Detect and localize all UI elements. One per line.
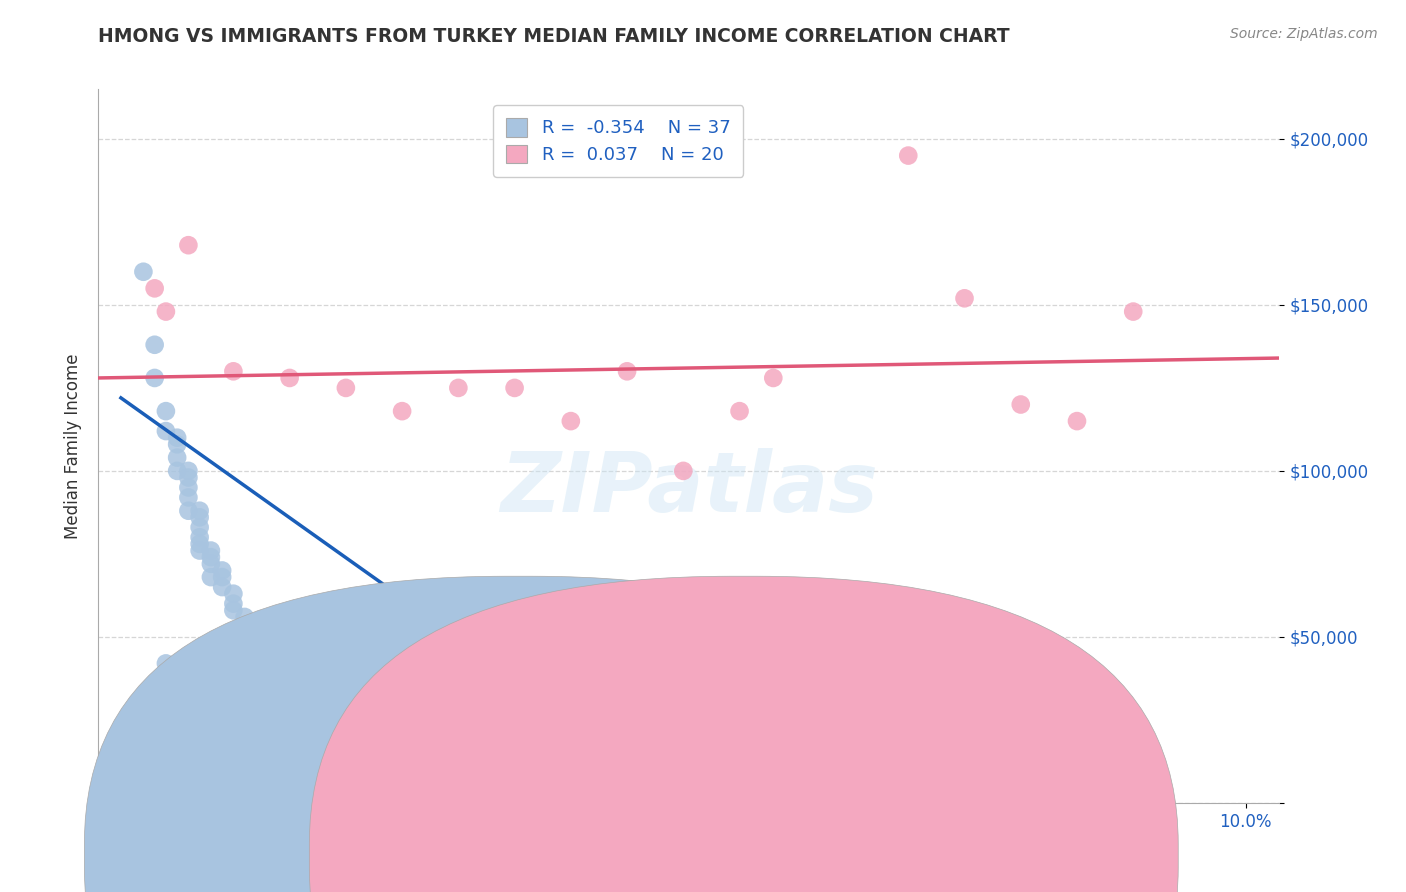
- Point: [166, 437, 188, 451]
- Point: [155, 304, 177, 318]
- Point: [222, 603, 245, 617]
- Text: Hmong: Hmong: [543, 850, 603, 868]
- Point: [222, 587, 245, 601]
- Point: [143, 371, 166, 385]
- Point: [188, 520, 211, 534]
- Y-axis label: Median Family Income: Median Family Income: [63, 353, 82, 539]
- Text: Source: ZipAtlas.com: Source: ZipAtlas.com: [1230, 27, 1378, 41]
- Point: [278, 640, 301, 654]
- Point: [132, 265, 155, 279]
- Point: [155, 657, 177, 671]
- Point: [188, 537, 211, 551]
- Point: [200, 543, 222, 558]
- Point: [143, 281, 166, 295]
- Text: HMONG VS IMMIGRANTS FROM TURKEY MEDIAN FAMILY INCOME CORRELATION CHART: HMONG VS IMMIGRANTS FROM TURKEY MEDIAN F…: [98, 27, 1010, 45]
- Point: [177, 504, 200, 518]
- Point: [245, 620, 267, 634]
- Point: [616, 364, 638, 378]
- Point: [222, 364, 245, 378]
- Point: [188, 504, 211, 518]
- Point: [762, 371, 785, 385]
- Point: [177, 238, 200, 252]
- Point: [143, 338, 166, 352]
- Point: [166, 431, 188, 445]
- Point: [200, 550, 222, 565]
- Point: [897, 148, 920, 162]
- Point: [211, 564, 233, 578]
- Point: [211, 570, 233, 584]
- Point: [672, 464, 695, 478]
- Point: [335, 381, 357, 395]
- Point: [211, 580, 233, 594]
- Point: [728, 404, 751, 418]
- Point: [1122, 304, 1144, 318]
- Point: [155, 404, 177, 418]
- Legend: R =  -0.354    N = 37, R =  0.037    N = 20: R = -0.354 N = 37, R = 0.037 N = 20: [494, 105, 744, 177]
- Point: [155, 424, 177, 438]
- Point: [301, 649, 323, 664]
- Point: [560, 414, 582, 428]
- Point: [177, 481, 200, 495]
- Point: [200, 557, 222, 571]
- Point: [503, 381, 526, 395]
- Point: [177, 464, 200, 478]
- Point: [200, 570, 222, 584]
- Point: [166, 450, 188, 465]
- Point: [188, 543, 211, 558]
- Point: [233, 610, 256, 624]
- Point: [953, 291, 976, 305]
- Point: [177, 470, 200, 484]
- Point: [447, 381, 470, 395]
- Point: [357, 663, 380, 677]
- Point: [188, 510, 211, 524]
- Point: [166, 464, 188, 478]
- Point: [1066, 414, 1088, 428]
- Point: [1010, 397, 1032, 411]
- Point: [222, 597, 245, 611]
- Text: ZIPatlas: ZIPatlas: [501, 449, 877, 529]
- Point: [841, 26, 863, 40]
- Point: [188, 530, 211, 544]
- Point: [177, 491, 200, 505]
- Point: [278, 371, 301, 385]
- Point: [391, 404, 413, 418]
- Text: Immigrants from Turkey: Immigrants from Turkey: [768, 850, 966, 868]
- Point: [256, 630, 278, 644]
